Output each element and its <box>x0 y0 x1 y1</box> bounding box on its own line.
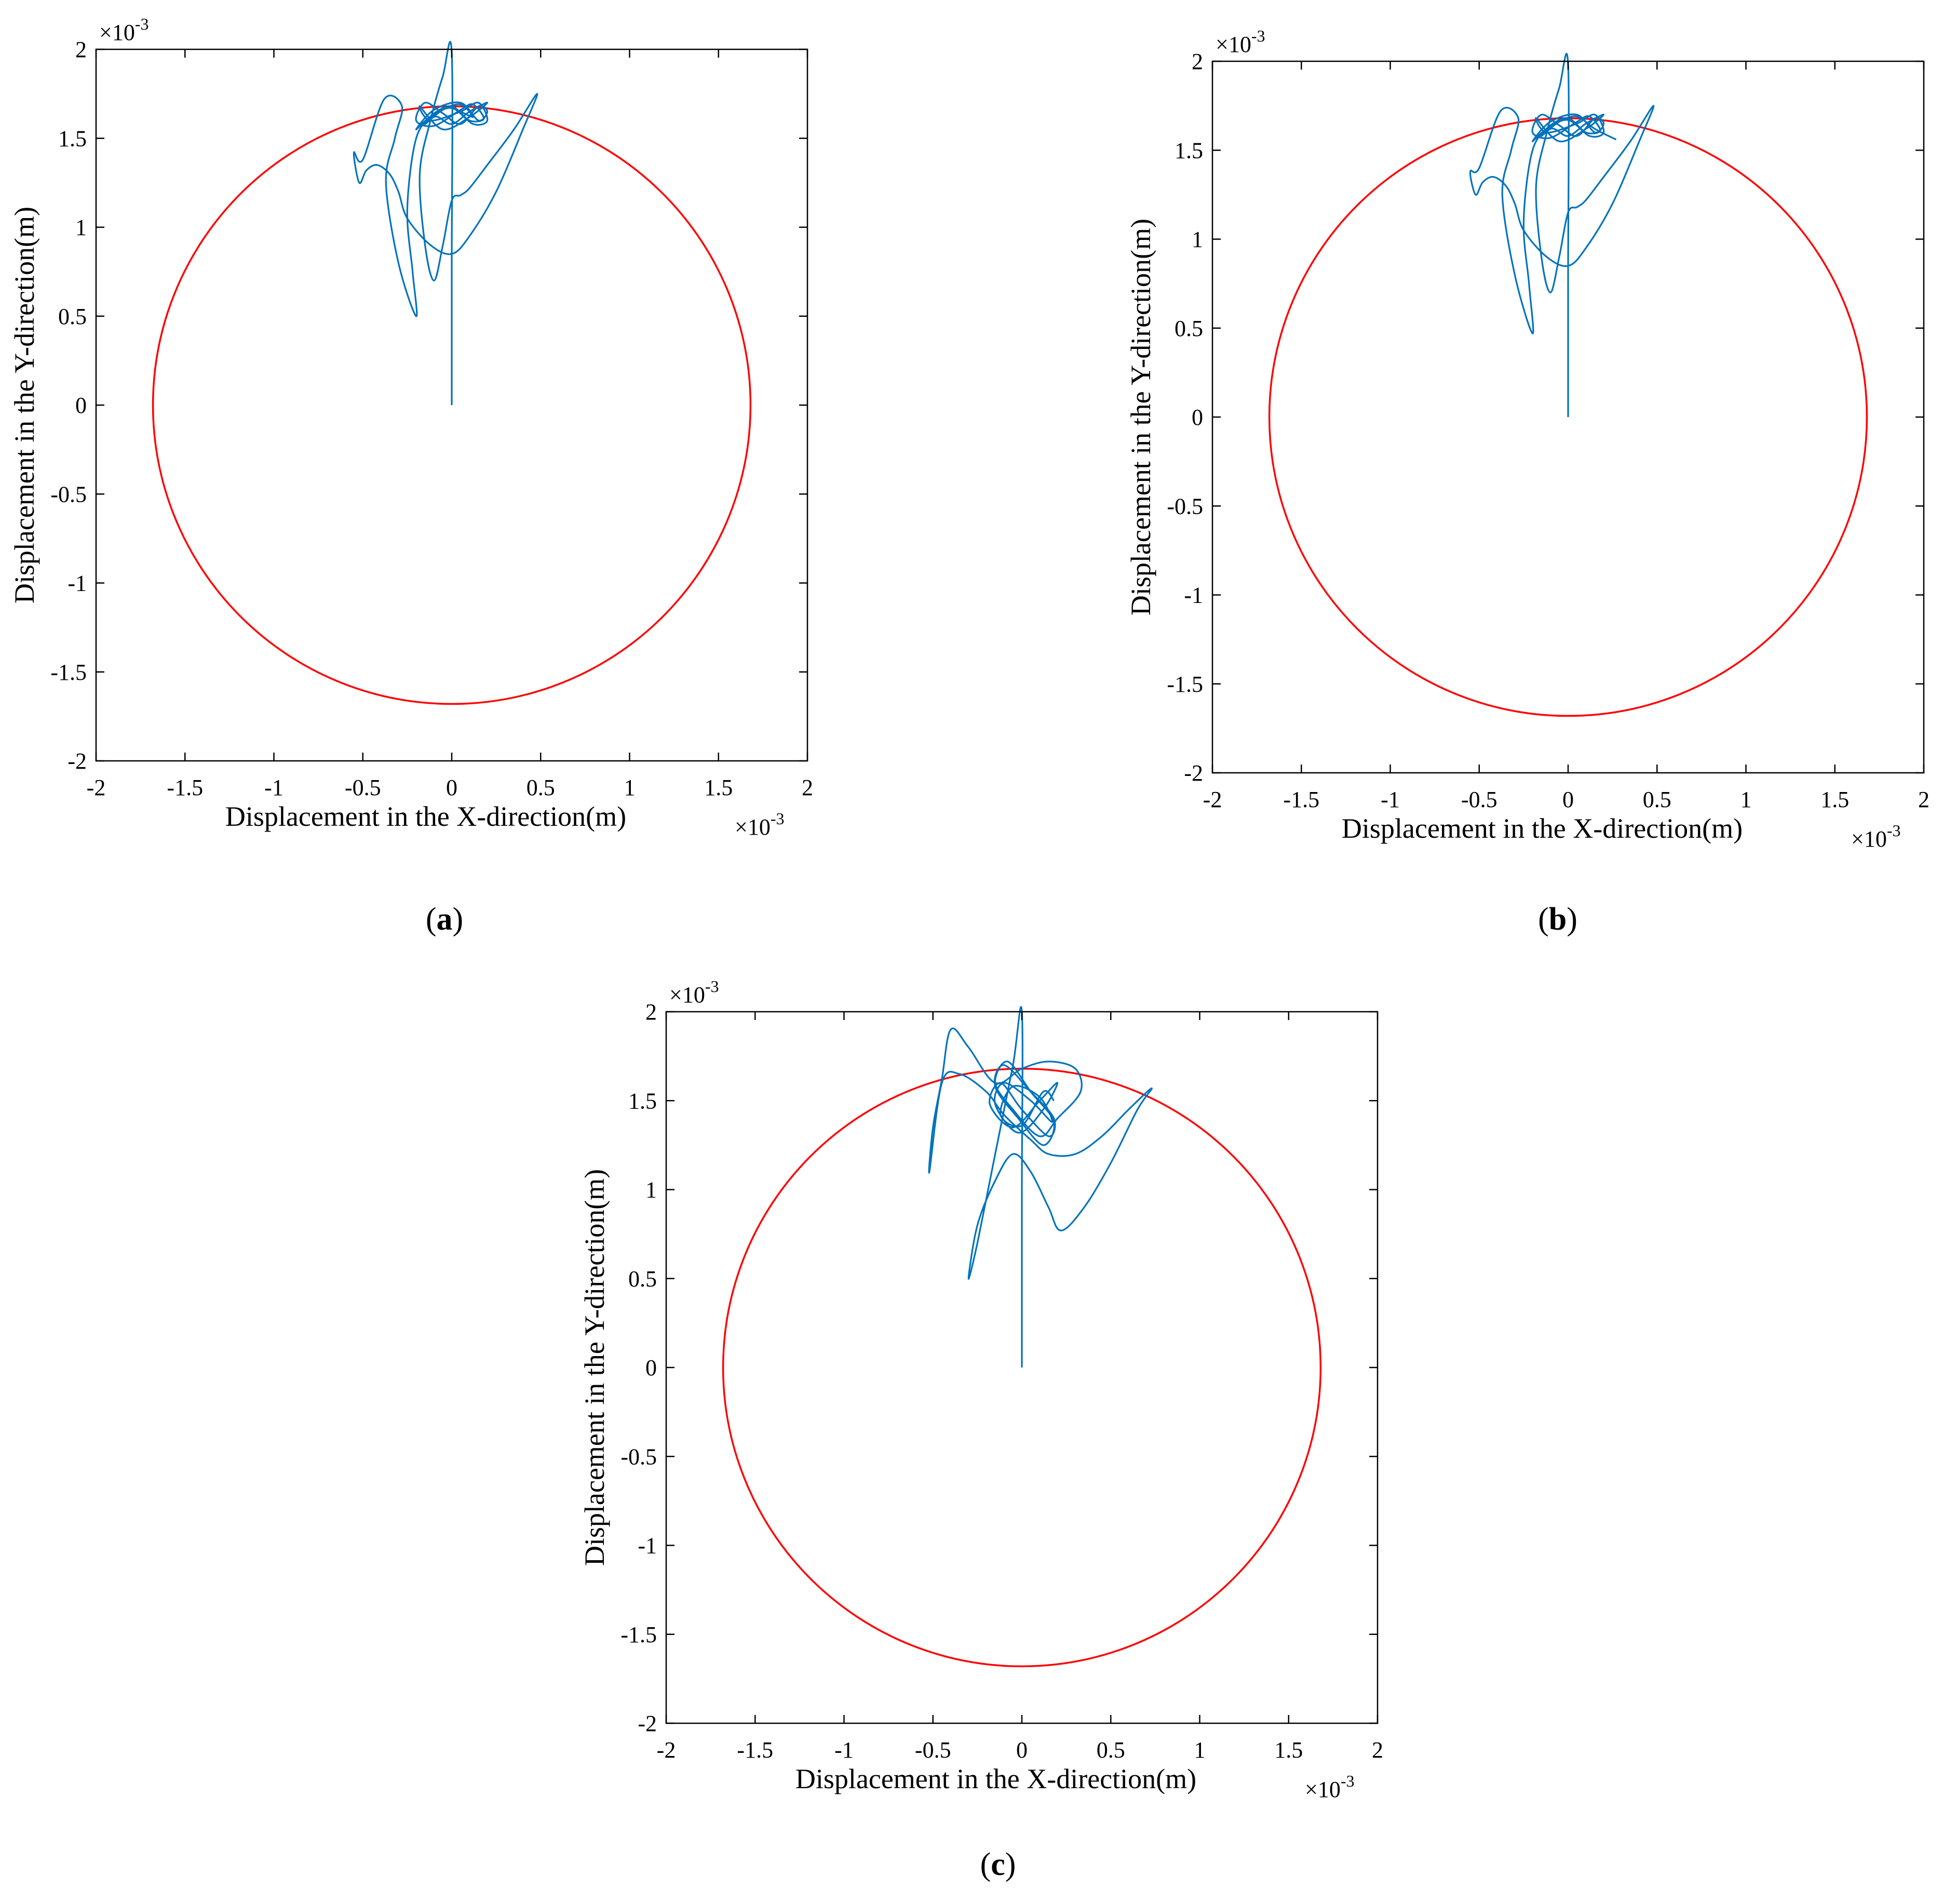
y-axis-title: Displacement in the Y-direction(m) <box>1125 219 1156 615</box>
x-exponent-label: ×10-3 <box>1305 1772 1354 1802</box>
y-tick-label: 1.5 <box>628 1088 657 1114</box>
x-tick-label: 1.5 <box>704 775 733 800</box>
x-tick-label: 0.5 <box>1097 1737 1125 1763</box>
x-tick-label: -1.5 <box>737 1737 773 1763</box>
chart-panel-a: -2 -1.5 -1 -0.5 0 0.5 1 1.5 2 -2 -1.5 -1 -0.5 0 0.5 1 1.… <box>9 15 813 937</box>
x-tick-label: -1 <box>1381 787 1400 812</box>
x-tick-label: 2 <box>1918 787 1929 812</box>
y-tick-label: 0.5 <box>58 304 87 329</box>
x-axis-title: Displacement in the X-direction(m) <box>1342 813 1743 844</box>
y-tick-label: -1 <box>1184 583 1203 608</box>
y-axis-title: Displacement in the Y-direction(m) <box>579 1169 610 1566</box>
y-tick-label: 1.5 <box>58 126 87 151</box>
x-tick-label: -2 <box>1203 787 1222 812</box>
y-exponent-base: ×10 <box>99 20 135 45</box>
y-tick-label: -1.5 <box>1167 672 1203 697</box>
y-exponent-base: ×10 <box>669 982 705 1008</box>
y-tick-label: 0 <box>645 1355 657 1380</box>
panel-label: (a) <box>426 902 463 937</box>
x-tick-label: 1 <box>1194 1737 1206 1763</box>
panel-label-close: ) <box>1005 1847 1016 1882</box>
panel-label-close: ) <box>453 902 464 937</box>
y-tick-label: 2 <box>645 999 657 1025</box>
x-axis-title: Displacement in the X-direction(m) <box>795 1763 1196 1794</box>
y-tick-label: 1 <box>645 1177 657 1203</box>
x-tick-label: -1.5 <box>167 775 203 800</box>
y-tick-label: -2 <box>638 1711 657 1736</box>
y-tick-label: 2 <box>1192 49 1203 74</box>
panel-label-open: ( <box>1538 902 1549 937</box>
y-tick-label: 0 <box>75 393 87 418</box>
panel-label-open: ( <box>426 902 437 937</box>
y-exponent-label: ×10-3 <box>99 15 149 45</box>
x-tick-label: 0 <box>446 775 457 800</box>
rotor-orbit-line <box>353 41 538 405</box>
panel-label-letter: b <box>1549 902 1567 937</box>
x-tick-label: 1 <box>624 775 636 800</box>
x-exponent-power: -3 <box>771 809 785 828</box>
x-exponent-power: -3 <box>1887 821 1901 840</box>
y-tick-label: -1.5 <box>50 660 87 685</box>
chart-panel-b: -2 -1.5 -1 -0.5 0 0.5 1 1.5 2 -2 -1.5 -1 -0.5 0 0.5 1 1.… <box>1125 26 1929 937</box>
x-tick-label: 1 <box>1740 787 1752 812</box>
x-tick-label: 0 <box>1562 787 1574 812</box>
x-tick-label: 0.5 <box>1643 787 1671 812</box>
x-exponent-label: ×10-3 <box>735 809 784 840</box>
panel-label-letter: c <box>991 1847 1005 1882</box>
panel-label: (b) <box>1538 902 1577 937</box>
x-tick-label: 1.5 <box>1820 787 1849 812</box>
x-exponent-base: ×10 <box>735 814 771 840</box>
x-tick-label: -0.5 <box>915 1737 951 1763</box>
y-tick-label: -0.5 <box>1167 493 1203 519</box>
y-tick-label: 1.5 <box>1175 138 1203 163</box>
y-tick-label: 1 <box>75 215 87 240</box>
x-exponent-power: -3 <box>1341 1772 1355 1790</box>
y-exponent-power: -3 <box>1251 26 1265 45</box>
x-tick-label: 0 <box>1016 1737 1028 1763</box>
rotor-orbit-line <box>928 1006 1153 1368</box>
x-tick-label: -0.5 <box>1461 787 1497 812</box>
y-axis-title: Displacement in the Y-direction(m) <box>9 207 40 604</box>
y-exponent-power: -3 <box>705 977 719 996</box>
x-tick-label: -2 <box>657 1737 676 1763</box>
x-tick-label: -2 <box>87 775 106 800</box>
x-exponent-base: ×10 <box>1305 1777 1341 1802</box>
y-tick-label: -0.5 <box>50 481 87 507</box>
x-tick-label: -1.5 <box>1283 787 1319 812</box>
x-tick-label: -1 <box>264 775 284 800</box>
x-axis-title: Displacement in the X-direction(m) <box>225 801 626 832</box>
y-tick-label: -0.5 <box>620 1444 657 1469</box>
y-exponent-base: ×10 <box>1216 32 1251 57</box>
y-tick-label: -2 <box>1184 760 1203 786</box>
y-tick-label: -1 <box>68 571 87 596</box>
y-tick-label: 0.5 <box>1175 316 1203 341</box>
panel-label-letter: a <box>437 902 453 937</box>
x-tick-label: 0.5 <box>527 775 555 800</box>
y-tick-label: 0 <box>1192 405 1203 430</box>
chart-panel-c: -2 -1.5 -1 -0.5 0 0.5 1 1.5 2 -2 -1.5 -1 -0.5 0 0.5 1 1.… <box>579 977 1383 1882</box>
x-tick-label: -1 <box>834 1737 854 1763</box>
y-tick-label: 2 <box>75 37 87 62</box>
x-tick-label: 2 <box>802 775 813 800</box>
rotor-orbit-line <box>1469 53 1655 417</box>
y-tick-label: -1 <box>638 1533 657 1559</box>
panel-label: (c) <box>980 1847 1016 1882</box>
panel-label-close: ) <box>1567 902 1577 937</box>
x-tick-label: 2 <box>1372 1737 1383 1763</box>
y-tick-label: -1.5 <box>620 1622 657 1647</box>
y-tick-label: 1 <box>1192 227 1203 252</box>
x-tick-label: -0.5 <box>345 775 381 800</box>
x-exponent-base: ×10 <box>1851 826 1887 852</box>
x-exponent-label: ×10-3 <box>1851 821 1900 852</box>
y-exponent-label: ×10-3 <box>669 977 719 1008</box>
y-tick-label: 0.5 <box>628 1266 657 1292</box>
panel-label-open: ( <box>980 1847 991 1882</box>
y-tick-label: -2 <box>68 748 87 774</box>
y-exponent-power: -3 <box>135 15 149 33</box>
x-tick-label: 1.5 <box>1274 1737 1303 1763</box>
y-exponent-label: ×10-3 <box>1216 26 1265 57</box>
